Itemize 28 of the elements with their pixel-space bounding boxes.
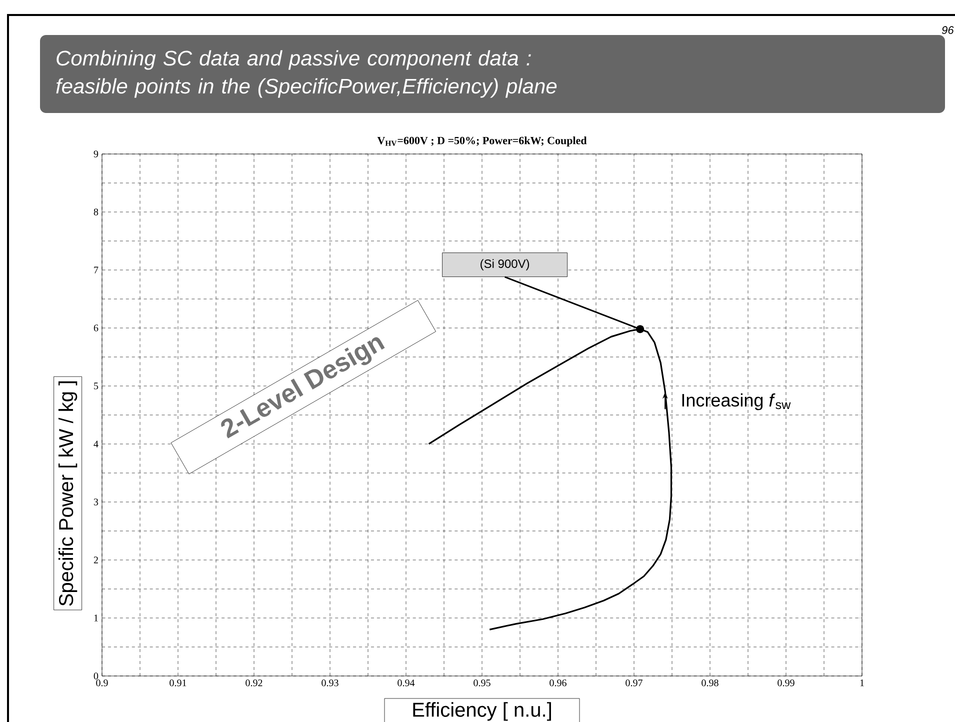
y-tick-label: 0: [94, 672, 98, 680]
x-tick-label: 0.9: [96, 679, 108, 686]
x-tick-label: 1: [860, 679, 864, 686]
x-tick-label: 0.92: [246, 679, 262, 686]
y-tick-label: 7: [94, 266, 98, 274]
y-tick-label: 2: [94, 556, 98, 564]
x-tick-label: 0.99: [778, 679, 794, 686]
y-axis-title: Specific Power [ kW / kg ]: [58, 381, 78, 606]
x-tick-label: 0.93: [322, 679, 338, 686]
text: 96: [942, 26, 954, 34]
x-tick-label: 0.94: [398, 679, 415, 686]
y-tick-label: 5: [94, 382, 98, 390]
annotation: (Si 900V): [480, 259, 530, 270]
y-tick-label: 8: [94, 208, 98, 216]
y-tick-label: 6: [94, 324, 98, 332]
annotation: Increasing f$_{sw}$: [682, 393, 791, 410]
y-tick-label: 1: [94, 614, 98, 622]
x-tick-label: 0.95: [474, 679, 490, 686]
x-axis-title: Efficiency [ n.u.]: [413, 702, 551, 721]
x-tick-label: 0.97: [626, 679, 642, 686]
y-tick-label: 9: [94, 150, 98, 158]
chart-subtitle: V$_{HV}$=600V ; D =50%; Power=6kW; Coupled: [377, 136, 587, 146]
y-tick-label: 4: [94, 440, 98, 448]
x-tick-label: 0.91: [170, 679, 186, 686]
y-tick-label: 3: [94, 498, 98, 506]
x-tick-label: 0.96: [550, 679, 566, 686]
chart-title: Combining SC data and passive component data : feasible points in the (SpecificPower,Efficiency) plane: [56, 50, 557, 98]
x-tick-label: 0.98: [702, 679, 718, 686]
